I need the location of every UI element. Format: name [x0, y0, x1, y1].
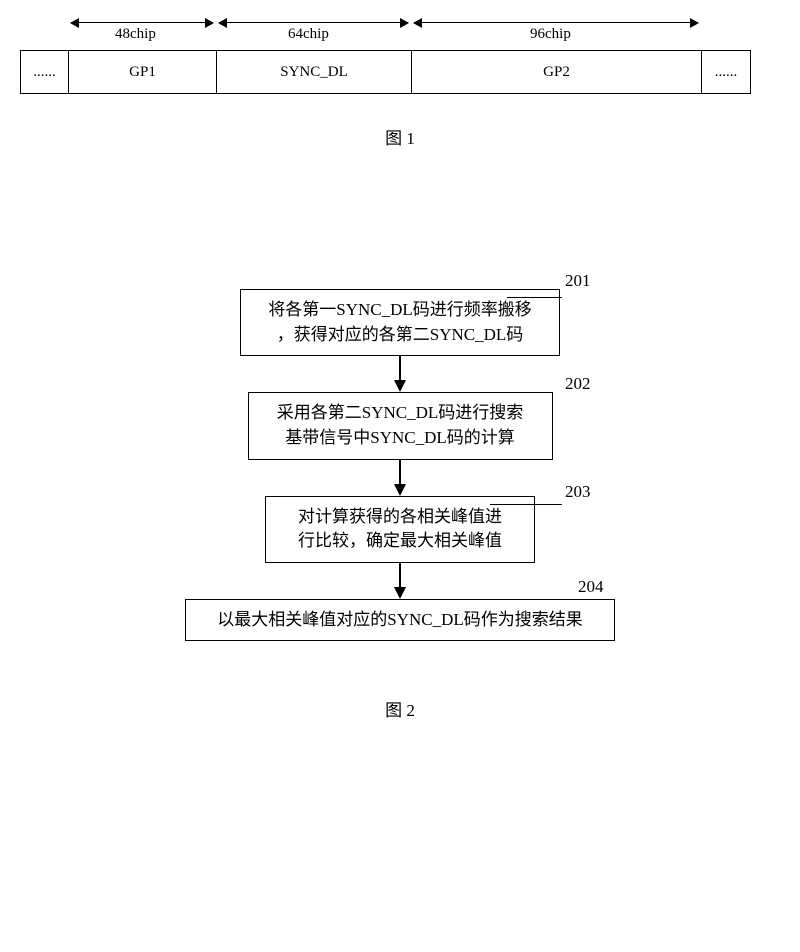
flow-text: 对计算获得的各相关峰值进: [280, 505, 520, 530]
step-num-201: 201: [565, 271, 591, 291]
flow-row-202: 采用各第二SYNC_DL码进行搜索 基带信号中SYNC_DL码的计算 202: [20, 392, 780, 459]
fig1-chip-labels: 48chip 64chip 96chip: [20, 20, 780, 50]
figure-1: 48chip 64chip 96chip ...... GP1 SYNC_DL …: [20, 20, 780, 149]
chip-arrow-64: [219, 22, 408, 24]
fig1-slots: ...... GP1 SYNC_DL GP2 ......: [20, 50, 751, 94]
flow-row-204: 以最大相关峰值对应的SYNC_DL码作为搜索结果 204: [20, 599, 780, 642]
fig1-caption: 图 1: [20, 124, 780, 149]
slot-gp2: GP2: [412, 51, 702, 93]
figure-2: 将各第一SYNC_DL码进行频率搬移 ，获得对应的各第二SYNC_DL码 201…: [20, 289, 780, 721]
flow-box-201: 将各第一SYNC_DL码进行频率搬移 ，获得对应的各第二SYNC_DL码: [240, 289, 560, 356]
flow-text: 将各第一SYNC_DL码进行频率搬移: [255, 298, 545, 323]
flow-text: ，获得对应的各第二SYNC_DL码: [255, 323, 545, 348]
flow-box-204: 以最大相关峰值对应的SYNC_DL码作为搜索结果: [185, 599, 615, 642]
slot-ellipsis-right: ......: [702, 51, 750, 93]
slot-sync-dl: SYNC_DL: [217, 51, 412, 93]
leader-201: [507, 297, 562, 298]
step-num-203: 203: [565, 482, 591, 502]
leader-203: [490, 504, 562, 505]
step-num-202: 202: [565, 374, 591, 394]
flow-text: 以最大相关峰值对应的SYNC_DL码作为搜索结果: [200, 608, 600, 633]
flow-row-203: 对计算获得的各相关峰值进 行比较，确定最大相关峰值 203: [20, 496, 780, 563]
flow-text: 采用各第二SYNC_DL码进行搜索: [263, 401, 538, 426]
slot-gp1: GP1: [69, 51, 217, 93]
chip-label-96: 96chip: [530, 26, 571, 43]
flow-text: 行比较，确定最大相关峰值: [280, 529, 520, 554]
chip-label-48: 48chip: [115, 26, 156, 43]
chip-arrow-48: [71, 22, 213, 24]
flow-row-201: 将各第一SYNC_DL码进行频率搬移 ，获得对应的各第二SYNC_DL码 201: [20, 289, 780, 356]
chip-arrow-96: [414, 22, 698, 24]
flow-box-203: 对计算获得的各相关峰值进 行比较，确定最大相关峰值: [265, 496, 535, 563]
chip-label-64: 64chip: [288, 26, 329, 43]
step-num-204: 204: [578, 577, 604, 597]
flow-text: 基带信号中SYNC_DL码的计算: [263, 426, 538, 451]
flow-box-202: 采用各第二SYNC_DL码进行搜索 基带信号中SYNC_DL码的计算: [248, 392, 553, 459]
fig2-caption: 图 2: [385, 696, 415, 721]
slot-ellipsis-left: ......: [21, 51, 69, 93]
